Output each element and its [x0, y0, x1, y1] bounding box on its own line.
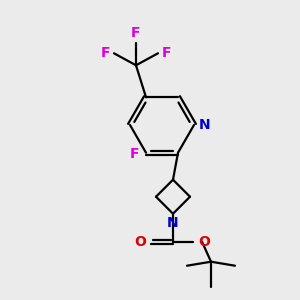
Text: N: N: [167, 216, 179, 230]
Text: N: N: [199, 118, 211, 132]
Text: F: F: [100, 46, 110, 60]
Text: O: O: [134, 235, 146, 249]
Text: F: F: [162, 46, 172, 60]
Text: O: O: [198, 235, 210, 249]
Text: F: F: [131, 26, 141, 40]
Text: F: F: [130, 147, 139, 161]
